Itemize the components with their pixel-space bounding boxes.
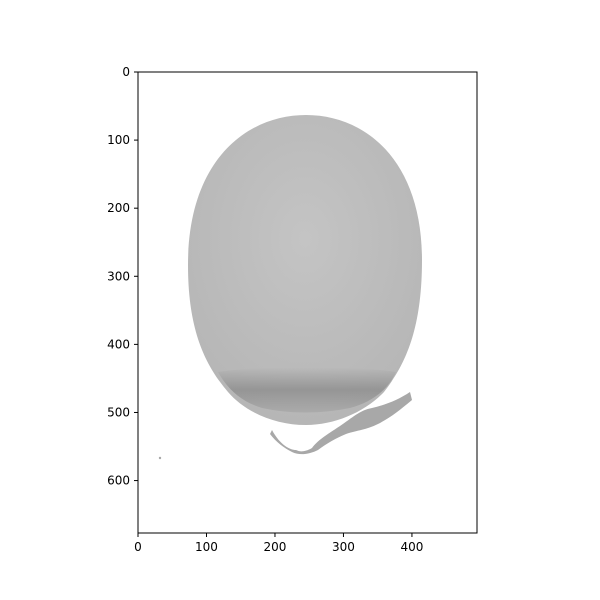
x-tick-label: 100 xyxy=(195,540,218,554)
plot-frame xyxy=(137,71,478,534)
specimen-image xyxy=(158,115,422,460)
specimen-speck xyxy=(158,456,162,460)
y-tick-label: 200 xyxy=(107,201,130,215)
y-tick-label: 400 xyxy=(107,337,130,351)
y-tick-label: 600 xyxy=(107,474,130,488)
y-tick-label: 100 xyxy=(107,133,130,147)
specimen-stem xyxy=(270,392,412,455)
x-tick-label: 400 xyxy=(400,540,423,554)
specimen-body xyxy=(188,115,422,425)
y-tick-label: 500 xyxy=(107,405,130,419)
x-axis: 0 100 200 300 400 xyxy=(134,533,423,554)
y-tick-label: 0 xyxy=(122,65,130,79)
y-axis: 0 100 200 300 400 500 600 xyxy=(107,65,138,488)
x-tick-label: 200 xyxy=(264,540,287,554)
x-tick-label: 0 xyxy=(134,540,142,554)
specimen-dark-band xyxy=(218,367,396,413)
x-tick-label: 300 xyxy=(332,540,355,554)
y-tick-label: 300 xyxy=(107,269,130,283)
